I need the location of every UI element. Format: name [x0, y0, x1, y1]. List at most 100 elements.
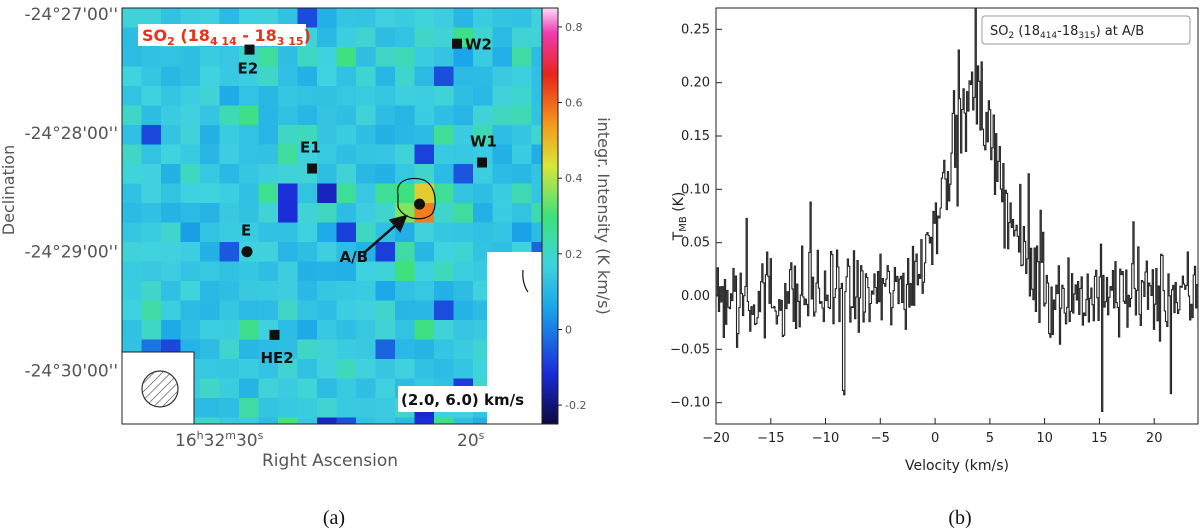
- velocity-label-bg: [398, 386, 510, 412]
- map-pixel: [434, 66, 455, 87]
- map-pixel: [356, 417, 377, 424]
- map-pixel: [317, 125, 338, 146]
- map-pixel: [434, 339, 455, 360]
- map-pixel: [512, 47, 533, 68]
- map-pixel: [200, 359, 221, 380]
- map-pixel: [336, 66, 357, 87]
- map-pixel: [258, 105, 279, 126]
- map-pixel: [278, 203, 299, 224]
- map-pixel: [356, 164, 377, 185]
- map-pixel: [395, 183, 416, 204]
- map-pixel: [531, 144, 542, 165]
- map-pixel: [258, 378, 279, 399]
- map-pixel: [122, 242, 143, 263]
- map-pixel: [200, 398, 221, 419]
- map-pixel: [258, 242, 279, 263]
- map-pixel: [239, 300, 260, 321]
- map-pixel: [492, 144, 513, 165]
- map-pixel: [336, 281, 357, 302]
- map-pixel: [161, 281, 182, 302]
- map-pixel: [395, 164, 416, 185]
- map-pixel: [512, 105, 533, 126]
- map-pixel: [492, 183, 513, 204]
- map-pixel: [375, 66, 396, 87]
- map-pixel: [453, 281, 474, 302]
- map-pixel: [297, 398, 318, 419]
- source-label-e1: E1: [300, 139, 321, 157]
- map-pixel: [219, 222, 240, 243]
- map-pixel: [278, 8, 299, 29]
- map-pixel: [336, 417, 357, 424]
- map-pixel: [317, 300, 338, 321]
- map-pixel: [297, 300, 318, 321]
- map-pixel: [297, 203, 318, 224]
- map-pixel: [336, 164, 357, 185]
- map-pixel: [122, 261, 143, 282]
- map-pixel: [278, 398, 299, 419]
- map-pixel: [278, 320, 299, 341]
- map-pixel: [180, 125, 201, 146]
- source-marker-w1: [477, 157, 487, 168]
- map-pixel: [356, 378, 377, 399]
- map-pixel: [200, 281, 221, 302]
- map-pixel: [317, 144, 338, 165]
- ra-tick-20: 20s: [457, 429, 485, 451]
- map-pixel: [375, 378, 396, 399]
- map-pixel: [141, 66, 162, 87]
- map-pixel: [317, 27, 338, 48]
- map-pixel: [434, 242, 455, 263]
- map-pixel: [414, 164, 435, 185]
- spectrum-frame: [715, 7, 1199, 425]
- map-pixel: [356, 398, 377, 419]
- map-pixel: [414, 242, 435, 263]
- map-pixel: [219, 105, 240, 126]
- map-pixel: [239, 378, 260, 399]
- map-pixel: [278, 47, 299, 68]
- map-pixel: [356, 203, 377, 224]
- map-pixel: [473, 164, 494, 185]
- map-pixel: [161, 222, 182, 243]
- map-pixel: [239, 125, 260, 146]
- map-pixel: [317, 183, 338, 204]
- map-pixel: [200, 261, 221, 282]
- map-pixel: [492, 47, 513, 68]
- map-pixel: [356, 105, 377, 126]
- map-pixel: [219, 144, 240, 165]
- map-pixel: [414, 125, 435, 146]
- map-pixel: [239, 66, 260, 87]
- map-pixel: [317, 359, 338, 380]
- map-pixel: [395, 281, 416, 302]
- map-pixel: [258, 222, 279, 243]
- map-pixel: [395, 27, 416, 48]
- map-pixel: [161, 203, 182, 224]
- map-pixel: [434, 47, 455, 68]
- map-pixel: [473, 222, 494, 243]
- map-pixel: [141, 203, 162, 224]
- map-pixels: [122, 8, 542, 424]
- map-pixel: [122, 300, 143, 321]
- map-pixel: [356, 320, 377, 341]
- map-pixel: [356, 66, 377, 87]
- map-pixel: [161, 320, 182, 341]
- map-pixel: [414, 144, 435, 165]
- spectrum-xtick-label: −10: [812, 431, 839, 446]
- map-pixel: [395, 261, 416, 282]
- map-pixel: [434, 222, 455, 243]
- map-pixel: [122, 8, 143, 29]
- map-pixel: [239, 320, 260, 341]
- map-pixel: [219, 242, 240, 263]
- map-pixel: [219, 378, 240, 399]
- colorbar-tick-label: 0.6: [565, 97, 583, 110]
- map-pixel: [278, 242, 299, 263]
- map-pixel: [492, 105, 513, 126]
- map-pixel: [297, 359, 318, 380]
- source-marker-ab: [414, 198, 425, 210]
- map-pixel: [434, 320, 455, 341]
- map-pixel: [317, 86, 338, 107]
- map-pixel: [200, 8, 221, 29]
- map-pixel: [180, 66, 201, 87]
- map-pixel: [531, 222, 542, 243]
- map-pixel: [375, 281, 396, 302]
- colorbar: [541, 7, 559, 425]
- map-pixel: [278, 164, 299, 185]
